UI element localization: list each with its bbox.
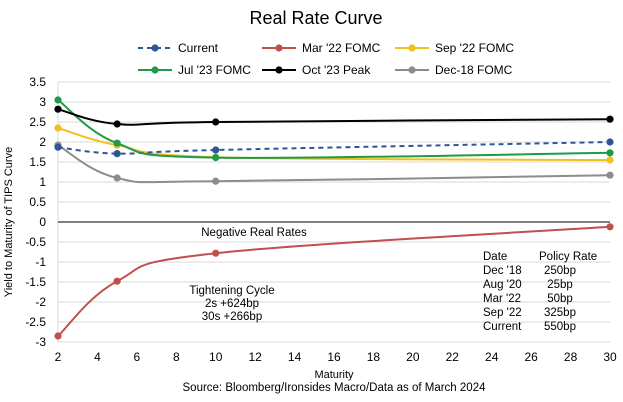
legend-label-jul-23-fomc: Jul '23 FOMC [178,63,251,77]
x-tick-label: 28 [564,350,578,364]
y-tick-label: -1.5 [25,275,46,289]
y-axis-label: Yield to Maturity of TIPS Curve [3,147,15,297]
data-point-oct-23-peak [113,120,121,128]
policy-table-date: Aug '20 [483,279,522,291]
negative-real-rates-label: Negative Real Rates [201,227,307,239]
legend-marker-dec-18-fomc [408,66,416,74]
x-tick-label: 26 [524,350,538,364]
x-tick-label: 12 [248,350,262,364]
legend-marker-oct-23-peak [275,66,283,74]
policy-table-rate: 25bp [547,279,573,291]
data-point-current [212,146,220,154]
legend-marker-jul-23-fomc [151,66,159,74]
y-tick-label: 0.5 [29,195,46,209]
x-tick-label: 20 [406,350,420,364]
data-point-sep-22-fomc [54,124,62,132]
x-tick-label: 16 [327,350,341,364]
series-line-dec-18-fomc [57,144,611,184]
y-tick-label: 2 [39,135,46,149]
x-axis-label: Maturity [314,369,354,381]
y-tick-label: -3 [35,335,46,349]
series-layer [54,96,614,340]
policy-table-rate: 50bp [547,293,573,305]
legend-label-sep-22-fomc: Sep '22 FOMC [435,41,514,55]
legend-marker-sep-22-fomc [408,44,416,52]
y-tick-label: -1 [35,255,46,269]
legend-label-oct-23-peak: Oct '23 Peak [302,63,371,77]
policy-table-rate: 550bp [544,321,576,333]
data-point-oct-23-peak [212,118,220,126]
legend-marker-current [151,44,159,52]
policy-rate-table: Date Policy Rate Dec '18 250bp Aug '20 25bp Ma… [483,251,597,333]
tightening-cycle-label: Tightening Cycle [189,285,274,297]
source-note: Source: Bloomberg/Ironsides Macro/Data a… [183,382,487,394]
policy-table-header-rate: Policy Rate [539,251,597,263]
y-tick-label: 1.5 [29,155,46,169]
data-point-current [54,143,62,151]
x-tick-label: 8 [173,350,180,364]
data-point-mar-22-fomc [212,249,220,257]
y-tick-label: -2 [35,295,46,309]
policy-table-date: Current [483,321,522,333]
data-point-jul-23-fomc [54,96,62,104]
legend-marker-mar-22-fomc [275,44,283,52]
x-tick-label: 30 [603,350,617,364]
y-tick-label: 1 [39,175,46,189]
data-point-jul-23-fomc [113,139,121,147]
chart-title: Real Rate Curve [249,8,382,28]
y-tick-label: 0 [39,215,46,229]
x-tick-label: 14 [288,350,302,364]
x-tick-label: 6 [134,350,141,364]
data-point-jul-23-fomc [606,149,614,157]
legend-label-mar-22-fomc: Mar '22 FOMC [302,41,381,55]
y-tick-label: 3 [39,95,46,109]
tick-layer: -3-2.5-2-1.5-1-0.500.511.522.533.52 4 6 8 10… [25,75,617,364]
data-point-sep-22-fomc [606,156,614,164]
y-tick-label: 3.5 [29,75,46,89]
data-point-dec-18-fomc [212,177,220,185]
x-tick-label: 4 [94,350,101,364]
policy-table-rate: 325bp [544,307,576,319]
policy-table-date: Dec '18 [483,265,522,277]
policy-table-rate: 250bp [544,265,576,277]
y-tick-label: 2.5 [29,115,46,129]
data-point-jul-23-fomc [212,154,220,162]
x-tick-label: 22 [446,350,460,364]
x-tick-label: 10 [209,350,223,364]
y-tick-label: -2.5 [25,315,46,329]
data-point-current [606,138,614,146]
x-tick-label: 24 [485,350,499,364]
tightening-2s-label: 2s +624bp [205,298,259,310]
tightening-30s-label: 30s +266bp [202,311,262,323]
policy-table-date: Sep '22 [483,307,522,319]
data-point-oct-23-peak [54,105,62,113]
data-point-dec-18-fomc [606,171,614,179]
x-tick-label: 2 [55,350,62,364]
legend-label-dec-18-fomc: Dec-18 FOMC [435,63,513,77]
y-tick-label: -0.5 [25,235,46,249]
data-point-current [113,150,121,158]
x-tick-label: 18 [367,350,381,364]
policy-table-header-date: Date [483,251,507,263]
data-point-mar-22-fomc [54,332,62,340]
data-point-mar-22-fomc [113,277,121,285]
legend: Current Mar '22 FOMC Sep '22 FOMC Jul '23 F… [138,41,514,77]
data-point-oct-23-peak [606,115,614,123]
data-point-dec-18-fomc [113,174,121,182]
series-line-mar-22-fomc [57,225,611,337]
legend-label-current: Current [178,41,219,55]
policy-table-date: Mar '22 [483,293,521,305]
series-line-jul-23-fomc [57,99,611,159]
data-point-mar-22-fomc [606,223,614,231]
